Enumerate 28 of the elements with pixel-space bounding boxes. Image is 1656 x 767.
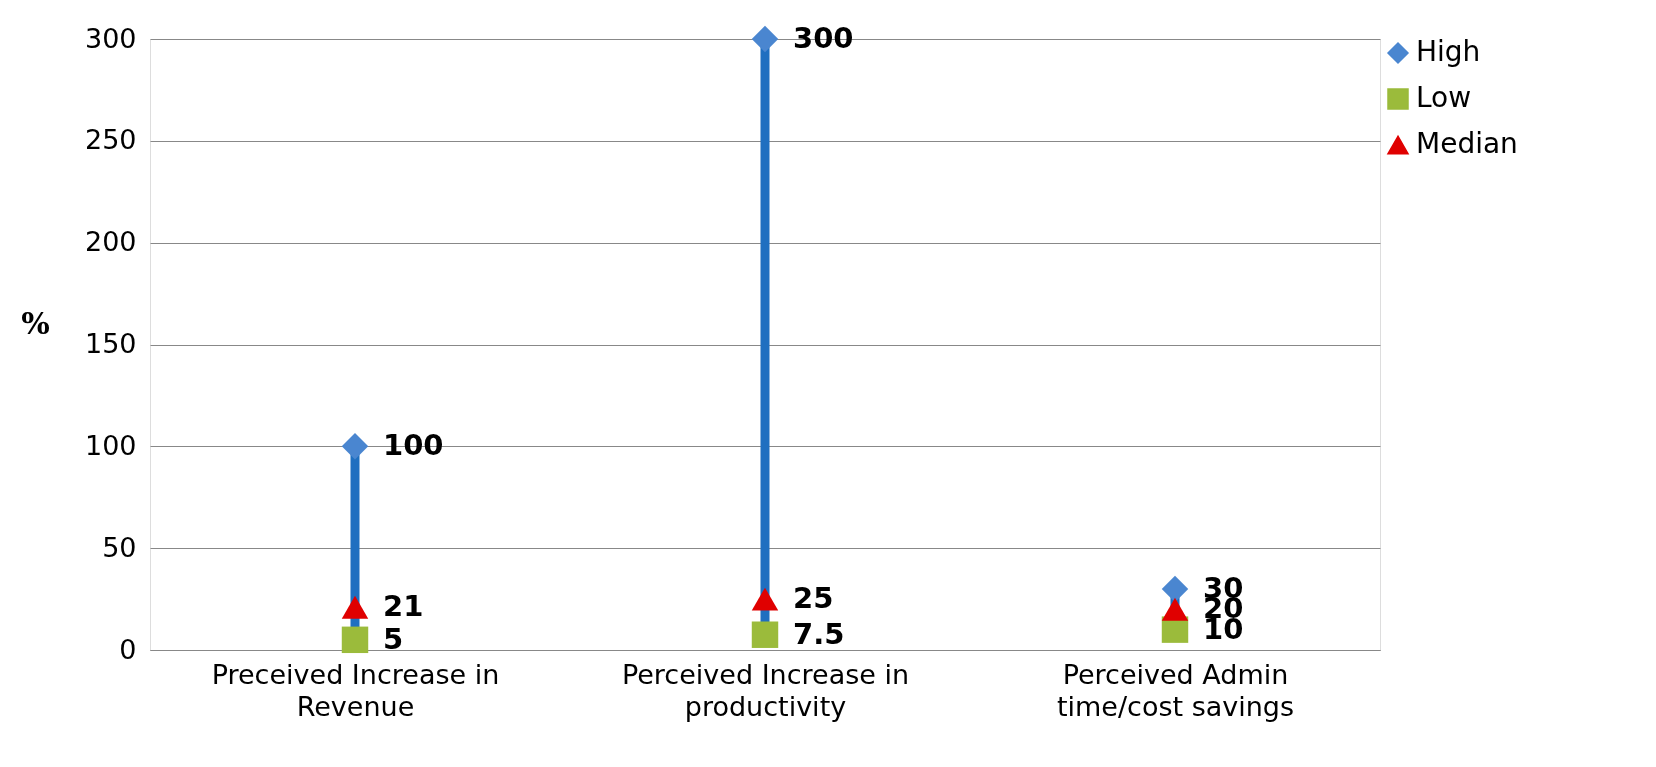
y-tick-label: 250 [84,124,137,156]
point [751,587,779,611]
point [341,626,369,654]
data-label: 21 [383,589,424,624]
point [1161,575,1189,603]
y-tick-label: 150 [84,328,137,359]
data-label: 7.5 [793,616,845,651]
point [751,621,779,648]
point [751,25,779,53]
x-tick-label: Perceived Admin time/cost savings [1056,658,1295,722]
y-tick-label: 100 [84,429,137,461]
legend-label: Low [1416,81,1472,114]
data-label: 25 [793,581,834,616]
data-label: 100 [383,428,444,463]
y-axis-title: % [21,305,50,341]
point [1161,597,1189,621]
legend-label: Median [1416,127,1518,160]
data-label: 5 [383,621,404,656]
legend-label: High [1416,35,1481,68]
y-tick-label: 300 [84,22,137,54]
y-tick-label: 50 [102,531,137,563]
point [341,433,369,460]
y-tick-label: 0 [119,633,137,665]
data-label: 300 [793,21,854,55]
y-tick-label: 200 [84,226,137,258]
x-tick-label: Preceived Increase in Revenue [211,658,500,722]
point [341,595,369,619]
x-tick-label: Perceived Increase in productivity [621,658,910,722]
